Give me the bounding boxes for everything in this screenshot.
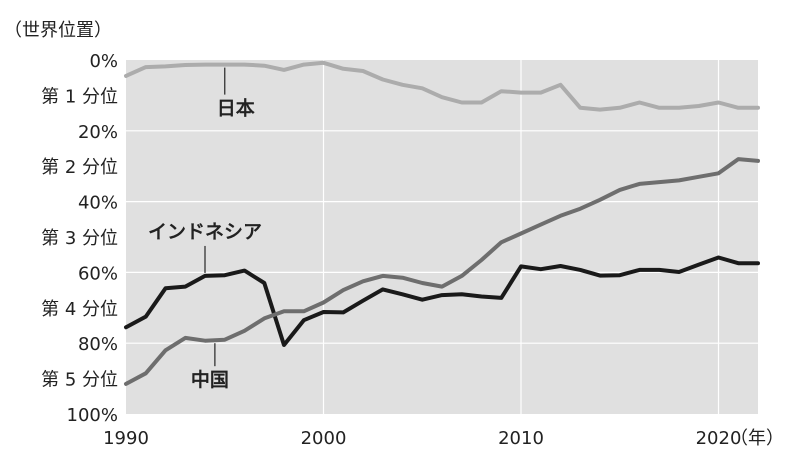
- x-tick-label: 1990: [103, 428, 149, 449]
- band-labels: 第 1 分位第 2 分位第 3 分位第 4 分位第 5 分位: [41, 86, 118, 390]
- x-tick-label: 2010: [498, 428, 544, 449]
- band-label: 第 4 分位: [41, 299, 118, 320]
- annotation-label: 中国: [191, 368, 229, 391]
- y-tick-label: 80%: [78, 334, 118, 355]
- series-lines: [124, 60, 760, 386]
- plot-background: [126, 60, 758, 414]
- annotation-label: インドネシア: [148, 221, 262, 243]
- y-axis-title: （世界位置）: [4, 20, 112, 41]
- x-tick-label: 2000: [301, 428, 347, 449]
- y-tick-label: 0%: [89, 51, 118, 72]
- y-tick-label: 100%: [67, 405, 118, 426]
- annotation-label: 日本: [217, 97, 255, 120]
- y-tick-label: 20%: [78, 122, 118, 143]
- band-label: 第 1 分位: [41, 86, 118, 107]
- series-line: [124, 60, 760, 112]
- y-tick-label: 40%: [78, 193, 118, 214]
- series-line: [124, 255, 760, 347]
- series-line: [124, 157, 760, 386]
- x-axis-ticks: 1990 2000 2010 2020: [103, 428, 741, 449]
- x-axis-unit: （年）: [730, 428, 784, 449]
- band-label: 第 5 分位: [41, 370, 118, 391]
- band-label: 第 3 分位: [41, 228, 118, 249]
- x-tick-label: 2020: [696, 428, 742, 449]
- band-label: 第 2 分位: [41, 157, 118, 178]
- y-axis-ticks: 0% 20% 40% 60% 80% 100%: [67, 51, 118, 426]
- y-tick-label: 60%: [78, 263, 118, 284]
